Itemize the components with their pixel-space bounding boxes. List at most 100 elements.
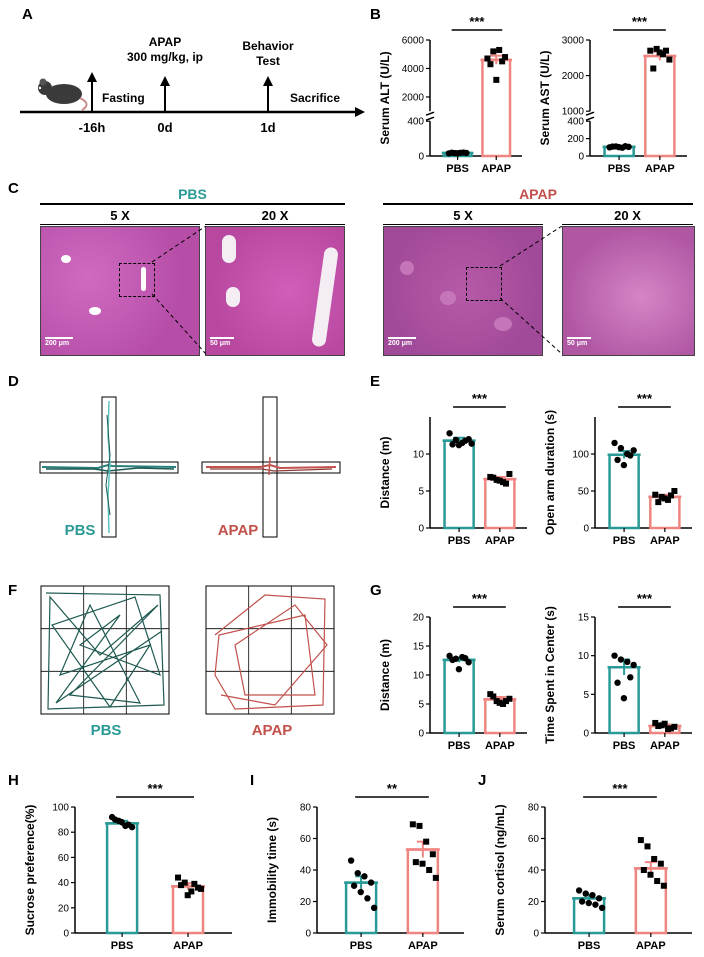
data-point xyxy=(654,878,661,885)
chart-openfield-distance: 0 5 10 15 20 Distance (m) PBS APAP *** xyxy=(378,591,527,752)
bar-pbs xyxy=(105,822,139,935)
data-point xyxy=(653,45,660,52)
data-point xyxy=(506,695,513,702)
event-label-0: Fasting xyxy=(102,91,145,105)
openfield-apap xyxy=(205,585,335,715)
data-point xyxy=(354,869,361,877)
data-point xyxy=(118,818,125,826)
data-point xyxy=(617,656,625,663)
data-point xyxy=(370,904,378,911)
x-tick-label: PBS xyxy=(613,535,636,547)
bar-apap xyxy=(481,58,512,158)
scalebar-high-label: 50 μm xyxy=(567,340,588,347)
y-tick-label: 10 xyxy=(413,450,425,461)
zoom-box xyxy=(466,267,502,301)
scalebar-low: 200 μm xyxy=(45,337,73,347)
data-point xyxy=(651,855,658,862)
y-tick-label: 0 xyxy=(305,929,311,940)
data-point xyxy=(493,76,500,83)
zoom-lines-pbs xyxy=(151,226,207,355)
bar-apap xyxy=(484,477,516,530)
y-tick-label: 80 xyxy=(300,803,312,814)
panel-label-j: J xyxy=(478,772,487,789)
chart-center-time: 0 5 10 15 Time Spent in Center (s) PBS APAP *** xyxy=(543,591,692,752)
data-point xyxy=(500,701,507,707)
data-point xyxy=(178,882,185,889)
data-point xyxy=(650,65,657,72)
scalebar-high-label: 50 μm xyxy=(210,340,231,347)
data-point xyxy=(620,461,628,469)
data-point xyxy=(423,838,430,845)
scalebar-low: 200 μm xyxy=(388,337,416,347)
y-tick-label: 400 xyxy=(567,117,584,128)
y-tick-label: 5 xyxy=(418,700,424,711)
x-tick-label: APAP xyxy=(408,940,438,952)
y-tick-label: 10 xyxy=(578,651,590,662)
data-point xyxy=(452,436,460,444)
sig-stars: *** xyxy=(147,781,163,796)
axis-break xyxy=(425,111,435,116)
y-tick-label: 5 xyxy=(583,690,589,701)
event-label-2: Behavior xyxy=(242,39,294,53)
data-point xyxy=(191,880,198,887)
maze-apap xyxy=(201,396,341,538)
data-point xyxy=(490,474,497,481)
data-point xyxy=(487,61,494,68)
x-tick-label: APAP xyxy=(485,535,515,547)
y-axis-label: Serum cortisol (ng/mL) xyxy=(493,804,507,935)
chart-serum-alt: 0 400 2000 4000 6000 Serum ALT (U/L) PBS APAP **… xyxy=(378,14,522,175)
axis-break xyxy=(425,116,435,121)
data-point xyxy=(496,477,503,484)
x-tick-label: APAP xyxy=(645,163,675,175)
panel-label-i: I xyxy=(250,772,255,789)
sub-line xyxy=(562,224,693,225)
data-point xyxy=(665,496,672,503)
x-tick-label: APAP xyxy=(481,163,511,175)
necrotic-area xyxy=(400,261,414,275)
y-tick-label: 40 xyxy=(528,866,540,877)
data-point xyxy=(611,439,618,447)
x-tick-label: PBS xyxy=(448,535,471,547)
panel-label-c: C xyxy=(8,180,19,197)
data-point xyxy=(660,882,667,889)
y-tick-label: 40 xyxy=(300,866,312,877)
bar-apap xyxy=(171,885,205,935)
y-tick-label: 2000 xyxy=(562,71,585,82)
histology-pbs-20x: 50 μm xyxy=(205,226,345,356)
data-point xyxy=(671,488,678,494)
y-tick-label: 15 xyxy=(578,613,590,624)
sub-line xyxy=(383,224,543,225)
group-label-pbs: PBS xyxy=(178,186,207,202)
data-point xyxy=(578,898,586,905)
openfield-pbs-label: PBS xyxy=(90,722,122,739)
data-point xyxy=(665,726,672,733)
y-tick-label: 200 xyxy=(567,134,584,145)
event-time-2: 1d xyxy=(260,120,275,135)
x-tick-label: APAP xyxy=(485,740,515,752)
data-point xyxy=(448,149,455,156)
y-tick-label: 20 xyxy=(58,903,70,914)
y-tick-label: 5 xyxy=(418,487,424,498)
data-point xyxy=(409,821,416,828)
data-point xyxy=(350,882,358,889)
data-point xyxy=(347,857,355,864)
data-point xyxy=(496,699,503,706)
y-tick-label: 10 xyxy=(413,671,425,682)
data-point xyxy=(503,698,510,705)
data-point xyxy=(460,149,467,156)
bar-apap xyxy=(649,495,681,530)
x-tick-label: APAP xyxy=(636,940,666,952)
vessel xyxy=(61,255,71,263)
data-point xyxy=(184,892,191,899)
pbs-bracket-line xyxy=(40,203,345,205)
y-tick-label: 400 xyxy=(407,117,424,128)
sig-stars: *** xyxy=(637,591,653,606)
data-point xyxy=(598,904,606,911)
y-axis-label: Distance (m) xyxy=(378,436,392,508)
necrotic-area xyxy=(494,317,512,331)
data-point xyxy=(181,879,188,886)
chart-maze-distance: 0 5 10 Distance (m) PBS APAP *** xyxy=(378,391,527,547)
data-point xyxy=(575,887,583,894)
data-point xyxy=(652,491,659,498)
x-tick-label: PBS xyxy=(350,940,373,952)
